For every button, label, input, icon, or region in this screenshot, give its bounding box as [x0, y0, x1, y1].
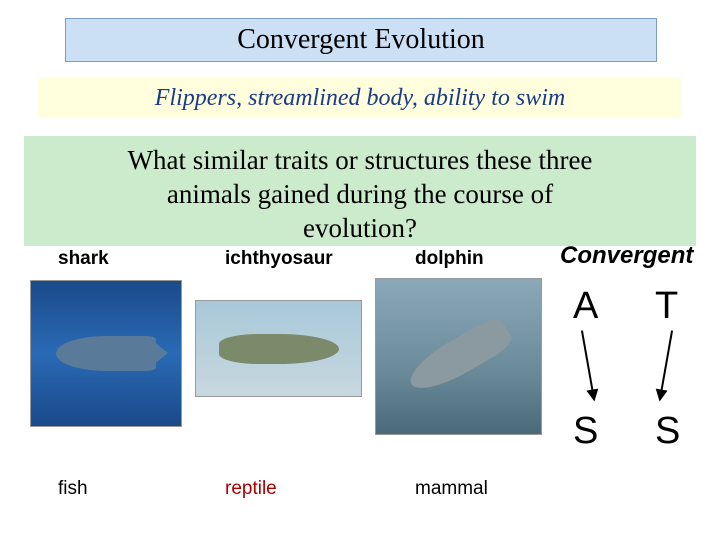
label-reptile: reptile — [225, 478, 277, 500]
arrow-left — [581, 330, 595, 399]
question-box: What similar traits or structures these … — [24, 136, 696, 246]
traits-text: Flippers, streamlined body, ability to s… — [155, 85, 565, 112]
label-shark: shark — [58, 248, 109, 270]
title-box: Convergent Evolution — [65, 18, 657, 62]
ichthyosaur-image — [195, 300, 362, 397]
label-mammal: mammal — [415, 478, 488, 500]
diagram-A: A — [573, 285, 598, 328]
ichthyosaur-shape — [219, 334, 339, 364]
shark-image — [30, 280, 182, 427]
arrow-right — [659, 330, 673, 399]
diagram-T: T — [655, 285, 678, 328]
diagram-S1: S — [573, 410, 598, 453]
question-line-2: animals gained during the course of — [24, 178, 696, 212]
question-line-3: evolution? — [24, 212, 696, 246]
label-ichthyosaur: ichthyosaur — [225, 248, 333, 270]
dolphin-shape — [402, 314, 515, 399]
traits-box: Flippers, streamlined body, ability to s… — [38, 78, 682, 118]
question-line-1: What similar traits or structures these … — [24, 144, 696, 178]
shark-shape — [56, 336, 156, 371]
convergent-diagram: A T S S — [555, 285, 705, 465]
dolphin-image — [375, 278, 542, 435]
label-convergent: Convergent — [560, 242, 693, 270]
label-dolphin: dolphin — [415, 248, 484, 270]
title-text: Convergent Evolution — [237, 24, 485, 56]
diagram-S2: S — [655, 410, 680, 453]
label-fish: fish — [58, 478, 88, 500]
